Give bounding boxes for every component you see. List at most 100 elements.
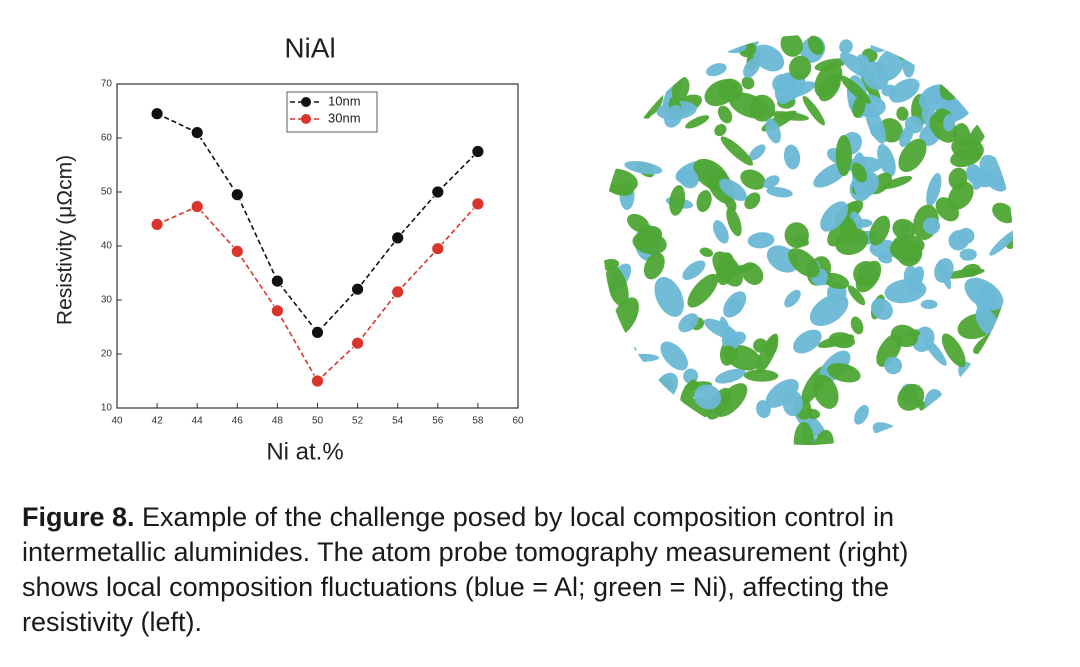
cluster <box>989 228 1013 256</box>
data-point <box>391 231 405 245</box>
series-line <box>156 112 479 334</box>
cluster <box>877 144 896 177</box>
cluster <box>729 331 747 346</box>
cluster <box>822 272 850 290</box>
cluster <box>763 175 780 189</box>
x-axis-label: Ni at.% <box>266 438 343 465</box>
legend-box <box>286 91 378 133</box>
cluster <box>896 106 909 121</box>
cluster <box>603 258 620 271</box>
cluster <box>839 52 875 80</box>
x-tick-label: 52 <box>352 416 364 427</box>
cluster <box>812 374 839 409</box>
cluster <box>889 239 922 263</box>
caption-label: Figure 8. <box>22 502 135 532</box>
cluster <box>1006 231 1013 249</box>
cluster <box>897 383 925 411</box>
cluster <box>811 429 834 445</box>
cluster <box>854 405 869 425</box>
cluster <box>818 73 841 102</box>
cluster <box>678 313 699 333</box>
cluster <box>959 248 977 261</box>
cluster <box>717 78 743 102</box>
data-point <box>471 197 485 211</box>
data-point <box>230 244 244 258</box>
cluster <box>699 247 714 257</box>
cluster <box>664 105 684 128</box>
cluster <box>881 84 897 97</box>
cluster <box>723 345 739 361</box>
data-point <box>270 274 284 288</box>
cluster <box>706 63 727 77</box>
cluster <box>869 125 884 140</box>
cluster <box>847 285 866 306</box>
x-tick-label: 48 <box>272 416 284 427</box>
cluster <box>961 263 981 277</box>
x-tick-label: 58 <box>472 416 484 427</box>
cluster <box>902 52 915 78</box>
cluster <box>835 228 869 256</box>
cluster <box>624 161 663 175</box>
cluster <box>756 400 771 419</box>
cluster <box>680 379 698 406</box>
y-axis-label: Resistivity (μΩcm) <box>54 155 77 325</box>
data-point <box>311 325 324 339</box>
cluster <box>909 266 925 289</box>
cluster <box>749 94 776 122</box>
data-point <box>230 188 244 202</box>
caption-line: intermetallic aluminides. The atom probe… <box>22 537 909 567</box>
cluster <box>685 115 710 129</box>
x-tick-label: 56 <box>432 416 444 427</box>
cluster <box>744 192 761 210</box>
cluster <box>828 332 855 349</box>
x-tick-label: 44 <box>192 416 204 427</box>
x-tick-label: 50 <box>312 416 324 427</box>
cluster <box>669 185 686 216</box>
cluster <box>660 341 689 371</box>
data-point <box>190 126 204 140</box>
x-tick-label: 42 <box>152 416 164 427</box>
cluster <box>948 230 969 251</box>
cluster <box>852 96 866 118</box>
data-point <box>471 145 485 158</box>
cluster <box>892 218 916 240</box>
cluster <box>782 390 803 417</box>
cluster <box>884 356 903 375</box>
cluster <box>723 291 747 318</box>
legend-label: 10nm <box>328 93 361 108</box>
cluster <box>807 35 824 55</box>
cluster <box>839 216 858 239</box>
cluster <box>802 95 825 126</box>
cluster <box>904 116 924 134</box>
data-point <box>431 185 445 199</box>
caption: Figure 8. Example of the challenge posed… <box>22 500 908 640</box>
cluster <box>820 201 849 232</box>
legend-marker <box>301 114 311 124</box>
y-tick-label: 20 <box>101 349 113 360</box>
cluster <box>717 105 733 124</box>
series-line <box>156 203 479 383</box>
cluster <box>687 273 719 308</box>
cluster <box>780 35 803 57</box>
cluster <box>678 167 699 189</box>
cluster <box>869 215 891 246</box>
cluster <box>618 347 637 361</box>
cluster <box>748 144 766 161</box>
cluster <box>809 293 849 327</box>
cluster <box>787 248 820 278</box>
y-tick-label: 10 <box>101 403 113 414</box>
cluster <box>943 113 956 132</box>
cluster <box>923 217 941 235</box>
cluster <box>713 220 729 244</box>
x-tick-label: 40 <box>111 416 123 427</box>
cluster <box>784 222 809 249</box>
cluster <box>712 251 743 287</box>
data-point <box>150 217 164 231</box>
y-tick-label: 70 <box>101 79 113 90</box>
cluster <box>653 372 679 403</box>
data-point <box>270 304 284 318</box>
y-tick-label: 60 <box>101 133 113 144</box>
y-tick-label: 30 <box>101 295 113 306</box>
data-point <box>190 200 204 213</box>
cluster <box>926 173 942 207</box>
